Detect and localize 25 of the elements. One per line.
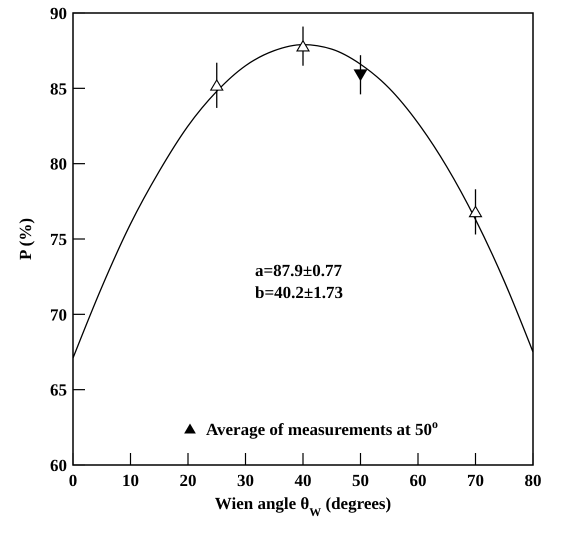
x-axis-title: Wien angle θ$_{W}$ (degrees) [214, 494, 392, 519]
point [210, 79, 224, 91]
x-tick-label: 70 [467, 471, 484, 490]
y-axis-title: P (%) [16, 218, 35, 260]
point [296, 40, 310, 52]
x-tick-label: 50 [352, 471, 369, 490]
y-tick-label: 60 [50, 456, 67, 475]
legend-label: Average of measurements at 50$^{o}$ [206, 417, 438, 439]
x-tick-label: 80 [524, 471, 542, 490]
x-tick-label: 10 [122, 471, 139, 490]
x-tick-label: 0 [68, 471, 78, 490]
y-tick-label: 75 [50, 230, 67, 249]
y-tick-label: 90 [50, 4, 67, 23]
x-tick-label: 40 [294, 471, 312, 490]
x-tick-label: 30 [237, 471, 254, 490]
y-tick-label: 80 [50, 154, 67, 174]
y-tick-label: 85 [50, 79, 67, 98]
y-tick-label: 70 [50, 305, 67, 324]
annotation: a=87.9±0.77 [255, 261, 343, 280]
x-tick-label: 20 [180, 471, 196, 490]
y-tick-label: 65 [50, 380, 67, 400]
point [468, 206, 482, 218]
annotation: b=40.2±1.73 [255, 283, 343, 302]
point [354, 69, 368, 81]
x-tick-label: 60 [410, 471, 426, 490]
